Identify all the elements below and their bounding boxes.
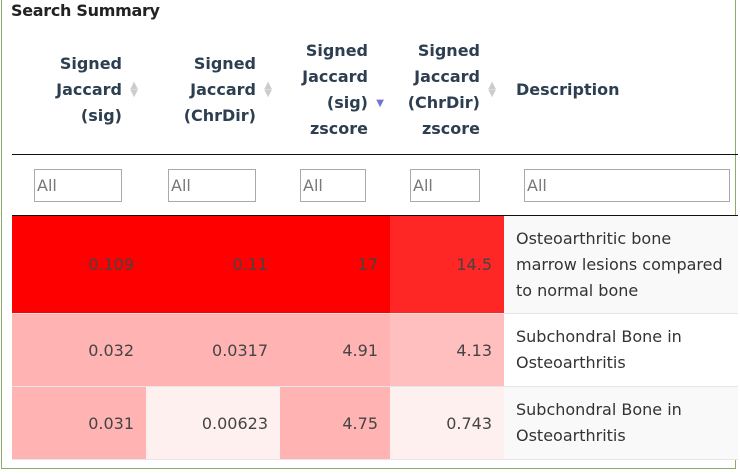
- panel-title: Search Summary: [11, 1, 160, 20]
- column-header-label: Signed Jaccard (sig) zscore: [302, 38, 368, 142]
- filter-input-4[interactable]: [410, 168, 480, 202]
- filter-cell: [146, 154, 280, 216]
- filter-cell: [280, 154, 390, 216]
- value-cell: 0.032: [12, 313, 146, 387]
- filter-input-3[interactable]: [300, 168, 366, 202]
- table-row[interactable]: 0.031 0.00623 4.75 0.743 Subchondral Bone in…: [12, 386, 738, 460]
- filter-row: [12, 154, 738, 216]
- value-cell: 0.11: [146, 215, 280, 314]
- description-cell: Subchondral Bone in Osteoarthritis: [504, 313, 738, 387]
- header-line: zscore: [421, 119, 480, 138]
- value-cell: 17: [280, 215, 390, 314]
- column-header-label: Signed Jaccard (sig): [56, 51, 122, 129]
- sort-descending-icon[interactable]: ▼: [376, 98, 384, 109]
- column-header-3[interactable]: Signed Jaccard (sig) zscore ▼: [280, 38, 390, 155]
- value-cell: 4.75: [280, 386, 390, 460]
- header-line: Jaccard: [190, 80, 256, 99]
- value-cell: 0.0317: [146, 313, 280, 387]
- column-header-2[interactable]: Signed Jaccard (ChrDir) ▲ ▼: [146, 38, 280, 155]
- table-row[interactable]: 0.109 0.11 17 14.5 Osteoarthritic bone marro…: [12, 215, 738, 314]
- header-line: Signed: [59, 54, 122, 73]
- value-cell: 4.13: [390, 313, 504, 387]
- filter-cell: [390, 154, 504, 216]
- sort-icon[interactable]: ▲ ▼: [264, 80, 272, 99]
- column-header-5[interactable]: Description: [504, 38, 738, 155]
- column-header-label: Signed Jaccard (ChrDir): [184, 51, 256, 129]
- header-line: Description: [516, 80, 620, 99]
- filter-input-2[interactable]: [168, 168, 256, 202]
- column-header-label: Description: [516, 77, 619, 103]
- column-header-1[interactable]: Signed Jaccard (sig) ▲ ▼: [12, 38, 146, 155]
- header-line: Jaccard: [414, 67, 480, 86]
- search-summary-table: Signed Jaccard (sig) ▲ ▼ Signed Jaccard (ChrDir…: [12, 38, 738, 460]
- sort-icon[interactable]: ▲ ▼: [130, 80, 138, 99]
- header-line: Signed: [417, 41, 480, 60]
- filter-input-1[interactable]: [34, 168, 122, 202]
- header-line: (sig): [80, 106, 122, 125]
- value-cell: 4.91: [280, 313, 390, 387]
- filter-cell: [504, 154, 738, 216]
- filter-cell: [12, 154, 146, 216]
- column-header-label: Signed Jaccard (ChrDir) zscore: [408, 38, 480, 142]
- header-line: Jaccard: [302, 67, 368, 86]
- header-line: (ChrDir): [183, 106, 256, 125]
- filter-input-5[interactable]: [524, 168, 730, 202]
- header-line: (sig): [326, 93, 368, 112]
- value-cell: 0.031: [12, 386, 146, 460]
- description-cell: Subchondral Bone in Osteoarthritis: [504, 386, 738, 460]
- sort-icon[interactable]: ▲ ▼: [488, 80, 496, 99]
- table-row[interactable]: 0.032 0.0317 4.91 4.13 Subchondral Bone in O…: [12, 313, 738, 387]
- header-line: Signed: [193, 54, 256, 73]
- value-cell: 0.00623: [146, 386, 280, 460]
- header-line: zscore: [309, 119, 368, 138]
- header-row: Signed Jaccard (sig) ▲ ▼ Signed Jaccard (ChrDir…: [12, 38, 738, 155]
- header-line: Jaccard: [56, 80, 122, 99]
- value-cell: 0.109: [12, 215, 146, 314]
- column-header-4[interactable]: Signed Jaccard (ChrDir) zscore ▲ ▼: [390, 38, 504, 155]
- value-cell: 0.743: [390, 386, 504, 460]
- header-line: (ChrDir): [407, 93, 480, 112]
- header-line: Signed: [305, 41, 368, 60]
- description-cell: Osteoarthritic bone marrow lesions compa…: [504, 215, 738, 314]
- value-cell: 14.5: [390, 215, 504, 314]
